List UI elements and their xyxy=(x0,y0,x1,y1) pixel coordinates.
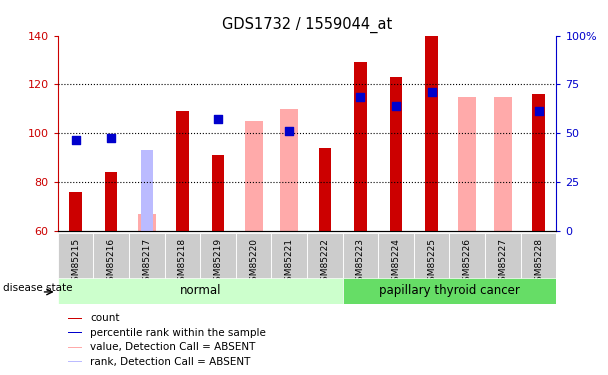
Bar xyxy=(280,109,298,231)
Text: GSM85216: GSM85216 xyxy=(106,238,116,287)
Bar xyxy=(520,232,556,279)
Point xyxy=(356,94,365,100)
Text: GSM85225: GSM85225 xyxy=(427,238,436,287)
Text: GSM85222: GSM85222 xyxy=(320,238,330,287)
Text: GSM85228: GSM85228 xyxy=(534,238,543,287)
Text: GSM85226: GSM85226 xyxy=(463,238,472,287)
Text: rank, Detection Call = ABSENT: rank, Detection Call = ABSENT xyxy=(90,357,250,367)
Bar xyxy=(94,232,129,279)
Bar xyxy=(105,172,117,231)
Bar xyxy=(165,232,200,279)
Point xyxy=(427,89,437,95)
Text: GSM85223: GSM85223 xyxy=(356,238,365,287)
Bar xyxy=(343,278,556,304)
Point xyxy=(391,103,401,110)
Text: GSM85224: GSM85224 xyxy=(392,238,401,287)
Bar xyxy=(58,232,94,279)
Bar xyxy=(494,97,512,231)
Bar xyxy=(343,232,378,279)
Bar xyxy=(532,94,545,231)
Bar xyxy=(212,155,224,231)
Text: GSM85215: GSM85215 xyxy=(71,238,80,287)
Point xyxy=(534,108,544,114)
Bar xyxy=(354,62,367,231)
Bar xyxy=(244,121,263,231)
Text: count: count xyxy=(90,313,120,323)
Bar xyxy=(458,97,476,231)
Bar xyxy=(200,232,236,279)
Bar xyxy=(449,232,485,279)
Text: percentile rank within the sample: percentile rank within the sample xyxy=(90,328,266,338)
Text: GSM85218: GSM85218 xyxy=(178,238,187,287)
Bar xyxy=(414,232,449,279)
Text: value, Detection Call = ABSENT: value, Detection Call = ABSENT xyxy=(90,342,255,352)
Point xyxy=(213,116,223,122)
Bar xyxy=(138,214,156,231)
Bar xyxy=(271,232,307,279)
Bar xyxy=(378,232,414,279)
Bar xyxy=(141,150,153,231)
Bar xyxy=(67,332,82,333)
Bar xyxy=(319,148,331,231)
Text: disease state: disease state xyxy=(3,283,72,293)
Point xyxy=(285,128,294,134)
Bar xyxy=(390,77,402,231)
Bar xyxy=(69,192,82,231)
Bar xyxy=(58,278,343,304)
Bar xyxy=(67,361,82,362)
Bar xyxy=(67,318,82,319)
Text: GSM85219: GSM85219 xyxy=(213,238,223,287)
Text: papillary thyroid cancer: papillary thyroid cancer xyxy=(379,284,520,297)
Text: GSM85220: GSM85220 xyxy=(249,238,258,287)
Bar xyxy=(236,232,271,279)
Text: GSM85221: GSM85221 xyxy=(285,238,294,287)
Title: GDS1732 / 1559044_at: GDS1732 / 1559044_at xyxy=(222,16,392,33)
Bar xyxy=(485,232,520,279)
Bar xyxy=(426,36,438,231)
Text: GSM85227: GSM85227 xyxy=(499,238,508,287)
Point xyxy=(106,135,116,141)
Text: GSM85217: GSM85217 xyxy=(142,238,151,287)
Bar xyxy=(129,232,165,279)
Text: normal: normal xyxy=(179,284,221,297)
Bar xyxy=(176,111,188,231)
Bar xyxy=(307,232,343,279)
Bar xyxy=(67,347,82,348)
Point xyxy=(71,138,80,144)
